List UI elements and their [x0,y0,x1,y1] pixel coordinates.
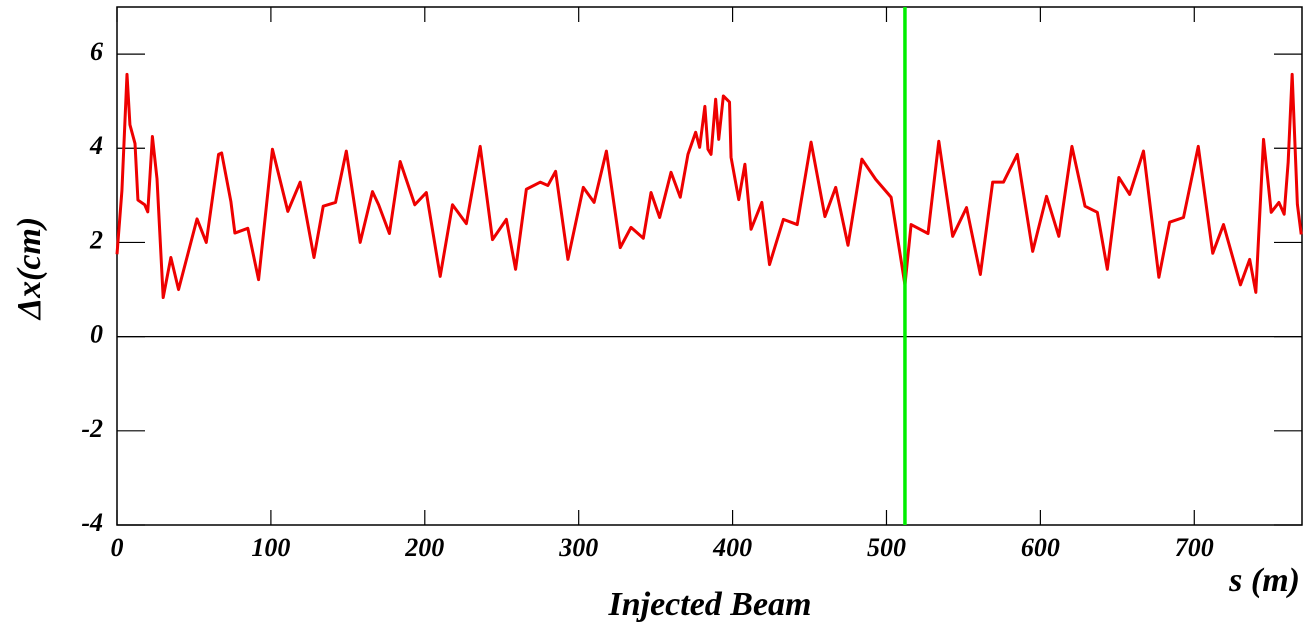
x-tick-label: 0 [111,533,124,562]
y-tick-label: 6 [90,37,103,66]
y-tick-label: -2 [81,414,103,443]
x-tick-label: 400 [712,533,752,562]
x-tick-label: 500 [867,533,906,562]
x-tick-label: 700 [1175,533,1214,562]
x-tick-label: 200 [404,533,444,562]
plot-frame [116,6,1303,526]
y-tick-label: 4 [89,131,103,160]
y-tick-label: 0 [90,320,103,349]
x-tick-label: 600 [1021,533,1060,562]
chart-title: Injected Beam [607,586,811,623]
data-line [115,72,1303,300]
y-tick-label: -4 [81,508,103,537]
y-tick-label: 2 [89,225,103,254]
x-axis-title: s (m) [1228,562,1300,599]
y-axis-title: Δx(cm) [11,217,48,322]
x-tick-label: 300 [558,533,598,562]
x-tick-label: 100 [251,533,290,562]
